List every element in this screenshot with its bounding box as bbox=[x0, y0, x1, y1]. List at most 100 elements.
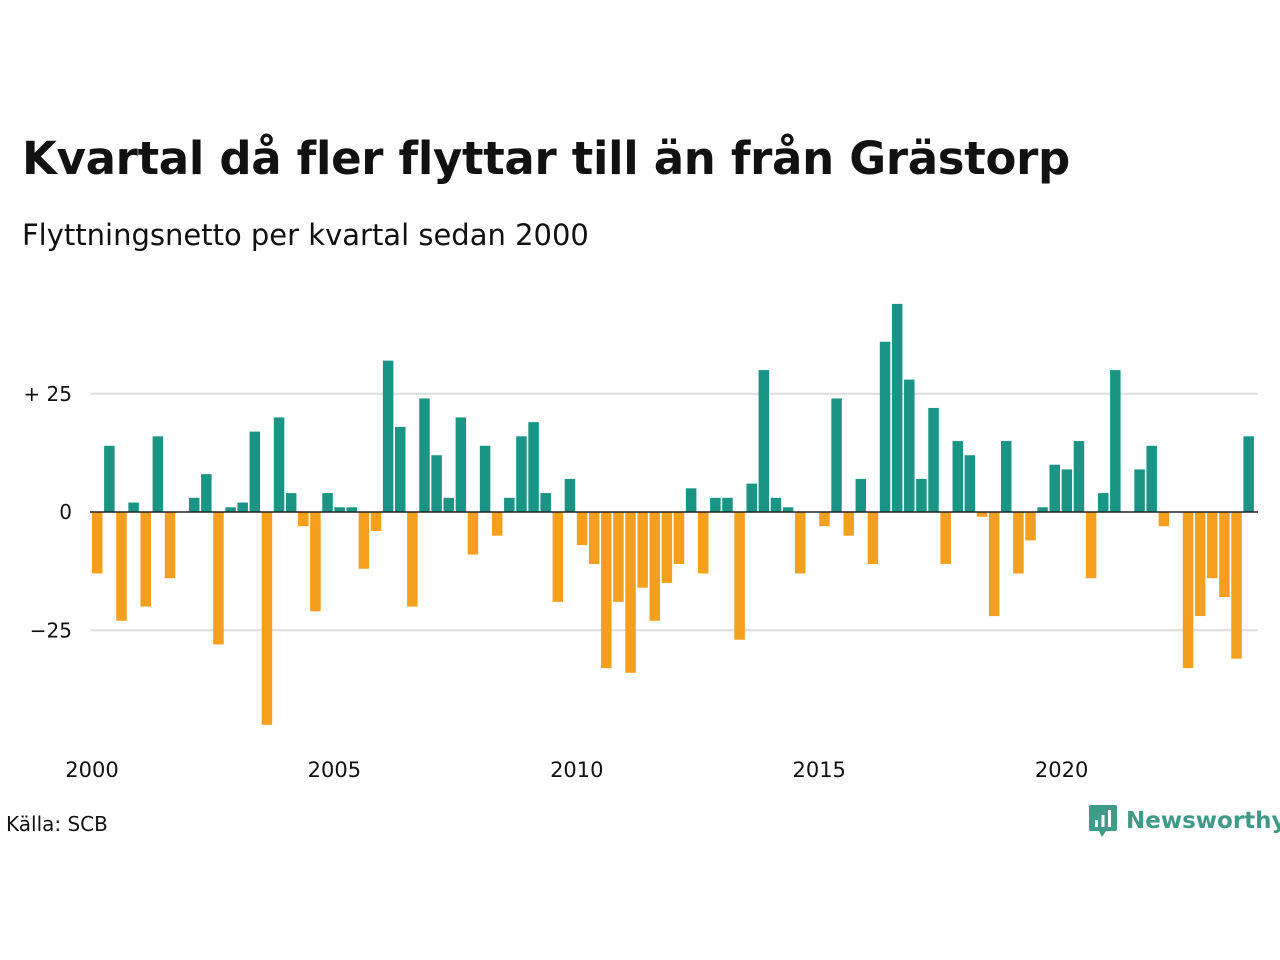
bar bbox=[298, 512, 309, 527]
bar bbox=[576, 512, 588, 546]
bar bbox=[734, 512, 745, 640]
bar bbox=[201, 474, 212, 512]
bar bbox=[491, 512, 503, 536]
bar bbox=[940, 512, 951, 565]
y-tick-label: −25 bbox=[30, 618, 72, 642]
bar bbox=[722, 497, 733, 512]
bar bbox=[916, 478, 927, 512]
bar bbox=[613, 512, 624, 602]
bar bbox=[382, 360, 394, 512]
y-tick-label: + 25 bbox=[23, 382, 72, 406]
bar bbox=[1158, 512, 1170, 527]
bar bbox=[1194, 512, 1206, 617]
bar bbox=[1061, 469, 1073, 512]
bar bbox=[346, 507, 358, 512]
bar bbox=[625, 512, 636, 673]
bar bbox=[819, 512, 830, 527]
bar bbox=[1085, 512, 1097, 579]
chart-subtitle: Flyttningsnetto per kvartal sedan 2000 bbox=[22, 218, 589, 252]
brand-name: Newsworthy bbox=[1126, 808, 1280, 834]
bar bbox=[1073, 441, 1085, 512]
bar bbox=[140, 512, 151, 607]
bar bbox=[843, 512, 854, 536]
bar bbox=[855, 478, 867, 512]
bar bbox=[237, 502, 248, 512]
bar-chart-speech-bubble-icon bbox=[1089, 805, 1117, 837]
bar bbox=[1231, 512, 1242, 659]
bar bbox=[552, 512, 564, 602]
bar bbox=[273, 417, 285, 512]
bar bbox=[879, 341, 891, 512]
bar bbox=[1001, 441, 1012, 512]
bar bbox=[128, 502, 139, 512]
bar bbox=[1025, 512, 1036, 541]
bar bbox=[601, 512, 612, 669]
bar bbox=[952, 441, 964, 512]
bar bbox=[443, 497, 454, 512]
bar bbox=[758, 370, 770, 512]
bar bbox=[588, 512, 600, 565]
bar bbox=[1219, 512, 1230, 598]
bar bbox=[479, 445, 491, 512]
newsworthy-logo[interactable]: Newsworthy bbox=[1088, 803, 1280, 839]
bar bbox=[249, 431, 261, 512]
bar bbox=[285, 493, 297, 512]
bar bbox=[431, 455, 442, 512]
x-tick-label: 2005 bbox=[308, 758, 361, 782]
bar bbox=[770, 497, 782, 512]
bar bbox=[698, 512, 709, 574]
bar bbox=[104, 445, 115, 512]
bar bbox=[794, 512, 806, 574]
bar bbox=[746, 483, 757, 512]
bar bbox=[673, 512, 685, 565]
bar bbox=[516, 436, 527, 512]
bar bbox=[867, 512, 879, 565]
bar bbox=[976, 512, 988, 517]
bar bbox=[504, 497, 515, 512]
bar bbox=[540, 493, 551, 512]
bar bbox=[370, 512, 382, 531]
bar bbox=[685, 488, 697, 512]
bar bbox=[116, 512, 127, 621]
y-tick-label: 0 bbox=[59, 500, 72, 524]
bar bbox=[334, 507, 345, 512]
bar bbox=[1110, 370, 1121, 512]
bar bbox=[649, 512, 661, 621]
bar bbox=[831, 398, 842, 512]
bar bbox=[164, 512, 176, 579]
bar bbox=[407, 512, 418, 607]
bar bbox=[213, 512, 224, 645]
bar bbox=[1037, 507, 1048, 512]
bars bbox=[92, 303, 1254, 725]
bar bbox=[661, 512, 673, 583]
bar bbox=[528, 422, 539, 512]
axes: + 25 0 −25 2000 2005 2010 2015 2020 bbox=[23, 382, 1258, 782]
bar bbox=[92, 512, 103, 574]
gridlines bbox=[90, 392, 1258, 632]
bar bbox=[1097, 493, 1109, 512]
bar bbox=[322, 493, 333, 512]
bar bbox=[1182, 512, 1194, 669]
x-tick-label: 2020 bbox=[1035, 758, 1088, 782]
bar bbox=[904, 379, 915, 512]
bar bbox=[395, 426, 406, 512]
bar bbox=[988, 512, 1000, 617]
bar bbox=[1134, 469, 1145, 512]
bar bbox=[310, 512, 321, 612]
bar bbox=[782, 507, 794, 512]
chart-title: Kvartal då fler flyttar till än från Grä… bbox=[22, 132, 1070, 185]
bar bbox=[891, 303, 903, 512]
bar bbox=[1146, 445, 1157, 512]
bar bbox=[358, 512, 370, 569]
bar bbox=[564, 478, 576, 512]
bar bbox=[710, 497, 721, 512]
bar bbox=[152, 436, 164, 512]
bar bbox=[1013, 512, 1024, 574]
bar bbox=[1243, 436, 1254, 512]
bar bbox=[964, 455, 976, 512]
bar bbox=[419, 398, 430, 512]
bar bbox=[467, 512, 479, 555]
bar bbox=[455, 417, 467, 512]
x-tick-label: 2010 bbox=[550, 758, 603, 782]
